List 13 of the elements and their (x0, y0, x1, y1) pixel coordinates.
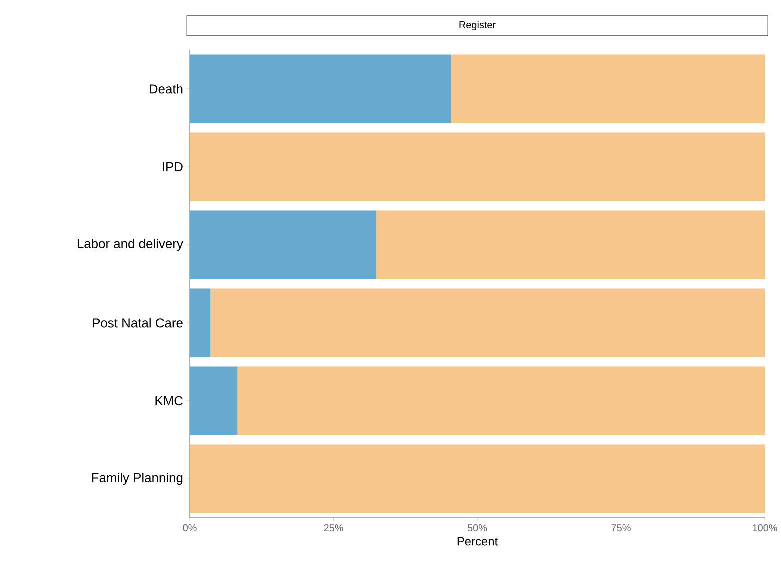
y-tick-label: KMC (156, 396, 183, 406)
y-tick-label: Family Planning (92, 472, 183, 486)
y-tick-label: IPD (163, 162, 183, 172)
chart-title: Register (460, 21, 496, 30)
y-tick-label: Post Natal Care (93, 318, 183, 328)
x-tick-label: 0% (183, 524, 197, 532)
y-tick-label: Death (150, 84, 183, 94)
x-tick-label: 100% (753, 524, 778, 532)
y-tick-label: Labor and delivery (78, 238, 184, 252)
x-tick-label: 75% (612, 524, 631, 532)
x-axis-title: Percent (458, 537, 498, 546)
x-tick-label: 25% (324, 524, 344, 532)
x-tick-label: 50% (468, 524, 488, 532)
